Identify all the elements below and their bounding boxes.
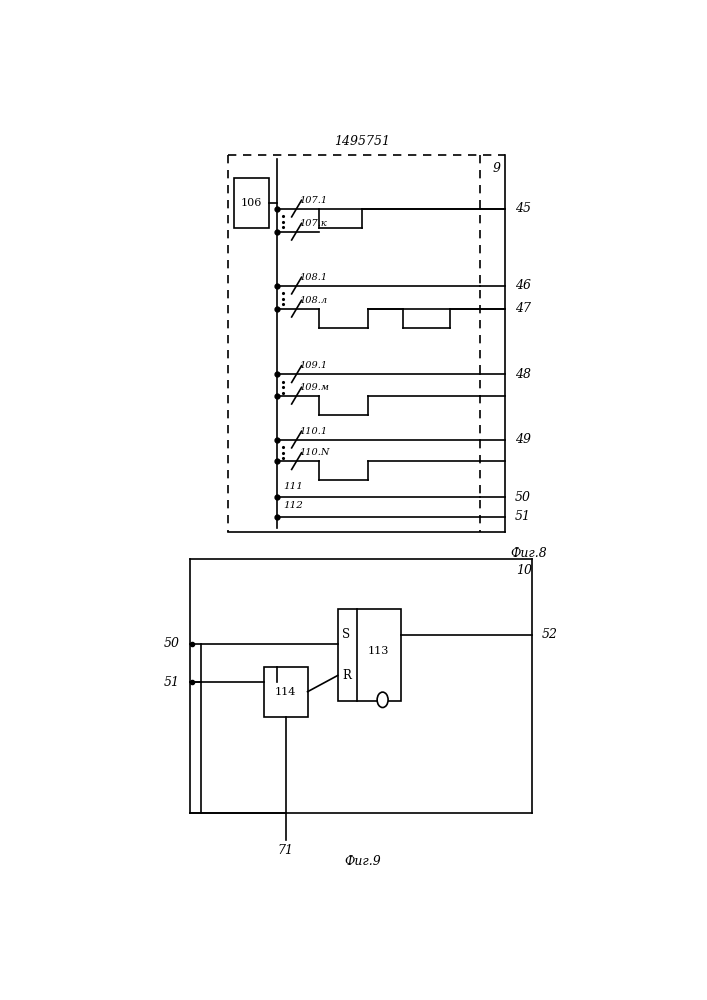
Text: 107.1: 107.1 [299, 196, 327, 205]
Text: 9: 9 [493, 162, 501, 175]
Text: 1495751: 1495751 [334, 135, 390, 148]
Text: 46: 46 [515, 279, 531, 292]
Text: 51: 51 [164, 676, 180, 689]
Text: 10: 10 [516, 564, 532, 577]
Bar [233, 178, 269, 228]
Text: 113: 113 [368, 646, 390, 656]
Text: 71: 71 [278, 844, 293, 857]
Text: 114: 114 [275, 687, 296, 697]
Text: 107.к: 107.к [299, 219, 327, 228]
Text: 45: 45 [515, 202, 531, 215]
Text: 109.м: 109.м [299, 383, 329, 392]
Text: 48: 48 [515, 368, 531, 381]
Text: 47: 47 [515, 302, 531, 315]
Text: 112: 112 [283, 501, 303, 510]
Text: 50: 50 [515, 491, 531, 504]
Text: 110.1: 110.1 [299, 427, 327, 436]
Text: 109.1: 109.1 [299, 361, 327, 370]
Text: Фиг.8: Фиг.8 [510, 547, 547, 560]
Text: 110.N: 110.N [299, 448, 329, 457]
Text: Фиг.9: Фиг.9 [344, 855, 380, 868]
Text: R: R [342, 669, 351, 682]
Text: 51: 51 [515, 510, 531, 523]
Text: 50: 50 [164, 637, 180, 650]
Bar [264, 667, 308, 717]
Text: 106: 106 [240, 198, 262, 208]
Text: 52: 52 [542, 628, 558, 641]
Text: 49: 49 [515, 433, 531, 446]
Circle shape [377, 692, 388, 708]
Text: 108.1: 108.1 [299, 273, 327, 282]
Bar [338, 609, 401, 701]
Text: S: S [342, 628, 350, 641]
Text: 108.л: 108.л [299, 296, 327, 305]
Text: 111: 111 [283, 482, 303, 491]
